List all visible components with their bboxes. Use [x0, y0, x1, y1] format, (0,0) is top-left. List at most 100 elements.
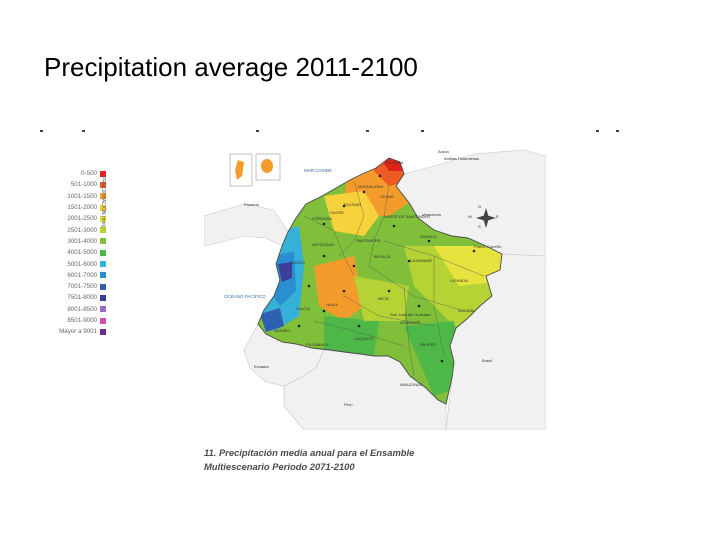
legend-item: 2501-3000: [40, 224, 106, 235]
legend-title: PRECIPITACIÓN (mm): [100, 176, 106, 228]
label-bolivar: BOLÍVAR: [344, 202, 362, 207]
label-peru: Perú: [344, 402, 353, 407]
compass-s: S: [478, 224, 481, 229]
legend-item: 8501-9000: [40, 315, 106, 326]
label-casanare: CASANARE: [410, 258, 433, 263]
legend-swatch: [100, 306, 106, 313]
legend-item-label: 2001-2500: [67, 215, 97, 223]
label-santander: SANTANDER: [356, 238, 381, 243]
label-san-jose: San José del Guaviare: [390, 312, 431, 317]
zone-amazon: [404, 321, 464, 396]
legend-item-label: 1001-1500: [67, 192, 97, 200]
label-sucre: SUCRE: [330, 210, 345, 215]
legend-item: 6001-7000: [40, 270, 106, 281]
label-mar-caribe: MAR CARIBE: [304, 168, 333, 173]
label-antioquia: ANTIOQUIA: [312, 242, 335, 247]
colombia-border: [257, 157, 503, 405]
legend-item: 7001-7500: [40, 281, 106, 292]
legend-swatch: [100, 227, 106, 234]
inset-island-providencia: [235, 160, 244, 180]
slide-title: Precipitation average 2011-2100: [44, 52, 418, 82]
zone-choco-max: [278, 262, 292, 282]
inset-island-san-andres: [261, 159, 273, 173]
legend-item-label: 8501-9000: [67, 317, 97, 324]
legend-swatch: [100, 272, 106, 279]
label-meta: META: [378, 296, 389, 301]
legend-item-label: 4001-5000: [67, 249, 97, 257]
legend-item: Mayor a 9001: [40, 326, 106, 337]
legend-swatch: [100, 328, 106, 335]
legend-item: 1001-1500: [40, 191, 106, 202]
label-putumayo: PUTUMAYO: [306, 342, 329, 347]
label-guaviare: GUAVIARE: [400, 320, 421, 325]
legend-item-label: 3001-4000: [67, 237, 97, 245]
legend-item-label: Mayor a 9001: [59, 328, 97, 336]
legend-item: 7501-8000: [40, 292, 106, 303]
legend-swatch: [100, 193, 106, 200]
figure-caption: 11. Precipitación media anual para el En…: [204, 446, 414, 474]
border-tick: [40, 130, 43, 132]
label-antillas: Antillas Holandesas: [444, 156, 480, 161]
label-venezuela: Venezuela: [422, 212, 441, 217]
legend-swatch: [100, 283, 106, 290]
label-huila: HUILA: [326, 302, 338, 307]
legend-swatch: [100, 181, 106, 188]
compass-e: E: [496, 214, 499, 219]
legend-item-label: 501-1000: [70, 181, 97, 189]
border-tick: [616, 130, 619, 132]
legend-swatch: [100, 261, 106, 268]
department-boundaries: [303, 180, 485, 377]
legend-item-label: 2501-3000: [67, 226, 97, 234]
legend-item: 8001-8500: [40, 304, 106, 315]
legend-swatch: [100, 294, 106, 301]
legend-item-label: 7001-7500: [67, 283, 97, 291]
precipitation-map: Aruba Antillas Holandesas MAR CARIBE Pan…: [204, 146, 546, 430]
border-tick: [366, 130, 369, 132]
border-tick: [82, 130, 85, 132]
label-boyaca: BOYACÁ: [374, 254, 391, 259]
compass-rose: [476, 208, 496, 228]
legend-item-label: 6001-7000: [67, 271, 97, 279]
label-aruba: Aruba: [438, 149, 449, 154]
zone-bolivar: [324, 191, 379, 236]
caption-line-1: 11. Precipitación media anual para el En…: [204, 447, 415, 458]
zone-narino-coast: [260, 308, 284, 332]
label-norte-santander: NORTE DE SANTANDER: [384, 214, 431, 219]
label-guainia: GUAINÍA: [458, 308, 475, 313]
label-brasil: Brasil: [482, 358, 493, 363]
label-oceano-pacifico: OCÉANO PACÍFICO: [224, 294, 266, 299]
label-cauca: CAUCA: [296, 306, 311, 311]
legend-swatch: [100, 317, 106, 324]
zone-guajira-dry: [379, 158, 404, 171]
label-guajira: GUAJIRA: [386, 160, 404, 165]
colombia-map-svg: [204, 149, 546, 430]
border-tick: [421, 130, 424, 132]
label-vichada: VICHADA: [450, 278, 468, 283]
city-markers: [297, 174, 476, 363]
legend-item-label: 7501-8000: [67, 294, 97, 302]
label-magdalena: MAGDALENA: [358, 184, 384, 189]
label-vaupes: VAUPÉS: [420, 342, 436, 347]
figure-top-border: [36, 130, 626, 134]
legend-item: 0-500: [40, 168, 106, 179]
caption-line-2: Multiescenario Periodo 2071-2100: [204, 461, 355, 472]
label-cordoba: CÓRDOBA: [312, 216, 333, 221]
label-caqueta: CAQUETÁ: [354, 336, 374, 341]
label-puerto-carreno: Puerto Carreño: [474, 244, 502, 249]
border-tick: [596, 130, 599, 132]
zone-putumayo: [324, 316, 379, 356]
label-arauca: ARAUCA: [420, 234, 437, 239]
label-amazonas: AMAZONAS: [400, 382, 423, 387]
legend-swatch: [100, 249, 106, 256]
panama-land: [204, 203, 289, 247]
legend-item: 2001-2500: [40, 213, 106, 224]
precipitation-legend: 0-500 501-1000 1001-1500 1501-2000 2001-2500…: [40, 168, 106, 337]
legend-swatch: [100, 215, 106, 222]
label-cesar: CESAR: [380, 194, 394, 199]
compass-n: N: [478, 204, 481, 209]
label-ecuador: Ecuador: [254, 364, 269, 369]
label-choco: CHOCÓ: [290, 260, 305, 265]
legend-swatch: [100, 238, 106, 245]
legend-swatch: [100, 204, 106, 211]
legend-item: 1501-2000: [40, 202, 106, 213]
